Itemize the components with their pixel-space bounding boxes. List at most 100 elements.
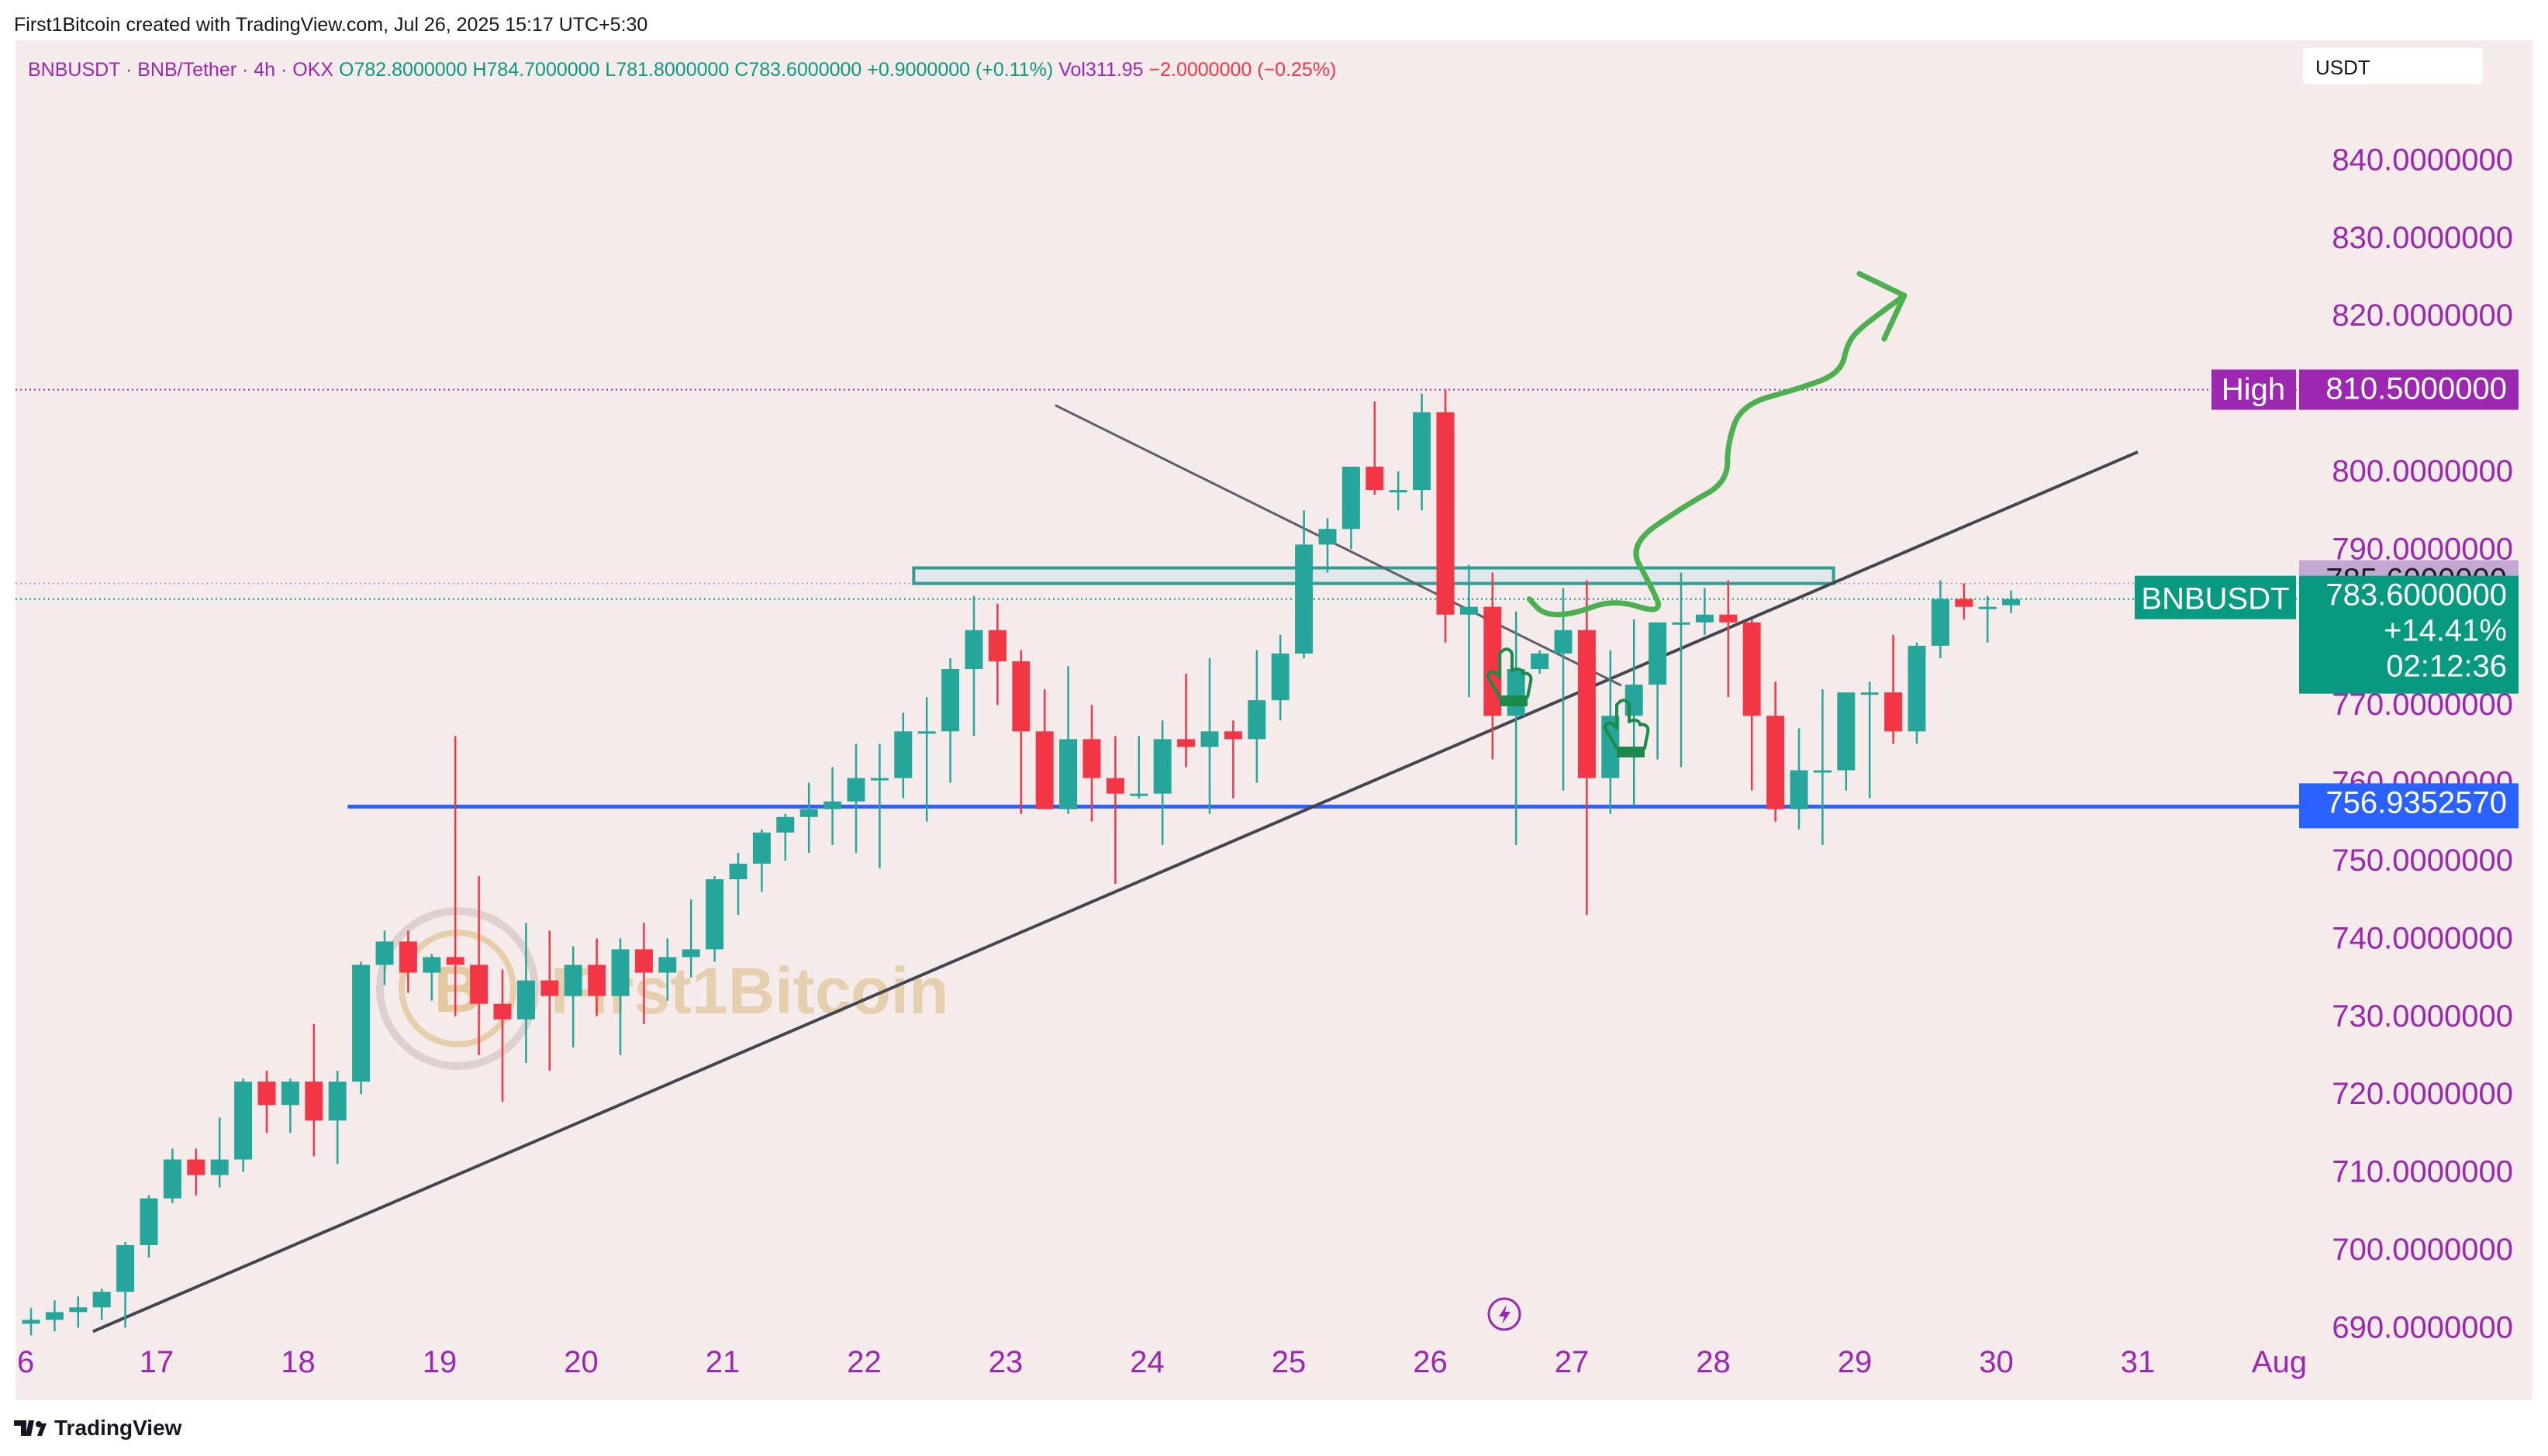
candle[interactable] [965,595,983,737]
candle[interactable] [588,938,606,1016]
candle[interactable] [729,852,747,916]
candle[interactable] [941,657,960,783]
candle[interactable] [446,736,464,1016]
candle[interactable] [1341,466,1360,550]
candle[interactable] [1554,588,1573,791]
candle[interactable] [1318,518,1337,573]
candle[interactable] [281,1078,299,1133]
candle[interactable] [69,1296,88,1328]
candle[interactable] [917,697,936,822]
candle[interactable] [187,1148,205,1196]
candle[interactable] [493,969,512,1102]
support-price-tag[interactable]: 756.9352570 [2299,783,2519,829]
candle[interactable] [1531,650,1549,675]
candle[interactable] [1742,619,1761,791]
candle[interactable] [1719,580,1738,698]
candle[interactable] [1813,689,1832,845]
ascending-trendline[interactable] [92,450,2139,1334]
candle[interactable] [706,876,724,962]
candle[interactable] [847,744,865,853]
candle[interactable] [163,1148,181,1203]
candle[interactable] [1649,622,1667,760]
candle[interactable] [1295,510,1314,658]
candle[interactable] [611,938,630,1055]
candle[interactable] [870,744,889,869]
lightning-icon[interactable] [1487,1297,1521,1331]
candle[interactable] [1766,681,1785,822]
candle[interactable] [1978,595,1997,643]
candle[interactable] [1271,634,1290,721]
candle[interactable] [1955,583,1973,619]
candle[interactable] [234,1078,253,1172]
candle[interactable] [305,1023,323,1157]
candle[interactable] [1436,389,1455,643]
candle[interactable] [752,829,771,892]
candle[interactable] [1695,588,1714,635]
candle[interactable] [140,1195,158,1258]
candle[interactable] [1200,657,1219,814]
descending-trendline[interactable] [1055,404,1622,687]
candle[interactable] [2002,590,2021,613]
candle[interactable] [658,938,677,1001]
candle[interactable] [1248,650,1266,783]
candle[interactable] [1931,580,1949,658]
candlestick-chart[interactable]: B First1Bitcoin 840.0000000830.0000000820… [16,40,2532,1400]
chart-area[interactable]: B First1Bitcoin 840.0000000 830.0000000 820… [16,40,2532,1400]
ohlc-legend[interactable]: BNBUSDT · BNB/Tether · 4h · OKX O782.800… [28,59,1336,81]
candle[interactable] [1837,692,1856,791]
candle[interactable] [1130,736,1148,799]
candle[interactable] [1577,580,1596,916]
candle[interactable] [1908,642,1926,744]
candle[interactable] [352,961,371,1095]
candle[interactable] [423,954,441,1001]
candle[interactable] [328,1071,347,1164]
candle[interactable] [22,1308,40,1336]
candle[interactable] [1860,681,1879,799]
high-price-tag[interactable]: 810.5000000 [2299,369,2519,410]
candle[interactable] [1177,674,1196,768]
candle[interactable] [399,930,417,993]
candle[interactable] [1059,666,1078,814]
candle-body [140,1198,158,1245]
candle[interactable] [540,930,559,1071]
resistance-zone[interactable] [912,566,1835,585]
candle-body [1177,739,1196,747]
candle[interactable] [1790,728,1808,830]
candle[interactable] [634,923,653,1024]
candle[interactable] [1224,720,1242,799]
candle[interactable] [682,899,700,978]
candle[interactable] [823,767,842,845]
last-price-tag[interactable]: 783.6000000+14.41%02:12:36 [2299,575,2519,694]
candle[interactable] [776,813,795,861]
candle[interactable] [1884,634,1903,744]
candle[interactable] [375,930,394,985]
candle[interactable] [1035,689,1054,809]
candle[interactable] [894,712,913,799]
candle[interactable] [1365,401,1384,495]
currency-label: USDT [2315,56,2370,79]
projected-path-arrow[interactable] [1526,292,1908,618]
candle[interactable] [1082,705,1101,822]
candle[interactable] [1389,471,1407,511]
candle-body [69,1307,88,1313]
candle[interactable] [116,1241,135,1328]
candle[interactable] [1153,720,1172,845]
candle[interactable] [1413,393,1431,511]
legend-value: −2.0000000 (−0.25%) [1149,59,1337,81]
candle[interactable] [470,876,489,1055]
currency-box[interactable] [2303,48,2483,84]
candle[interactable] [799,782,818,853]
candle[interactable] [516,923,535,1064]
candle[interactable] [1106,736,1124,885]
candle[interactable] [988,603,1006,706]
candle[interactable] [1012,650,1031,814]
candle[interactable] [1459,564,1478,698]
candle[interactable] [45,1300,64,1332]
candle[interactable] [92,1289,111,1320]
candle[interactable] [1483,572,1502,760]
candle[interactable] [1672,572,1690,768]
candle[interactable] [210,1117,229,1188]
footer-brand[interactable]: TradingView [14,1416,181,1440]
candle[interactable] [564,946,582,1047]
candle[interactable] [257,1071,276,1133]
